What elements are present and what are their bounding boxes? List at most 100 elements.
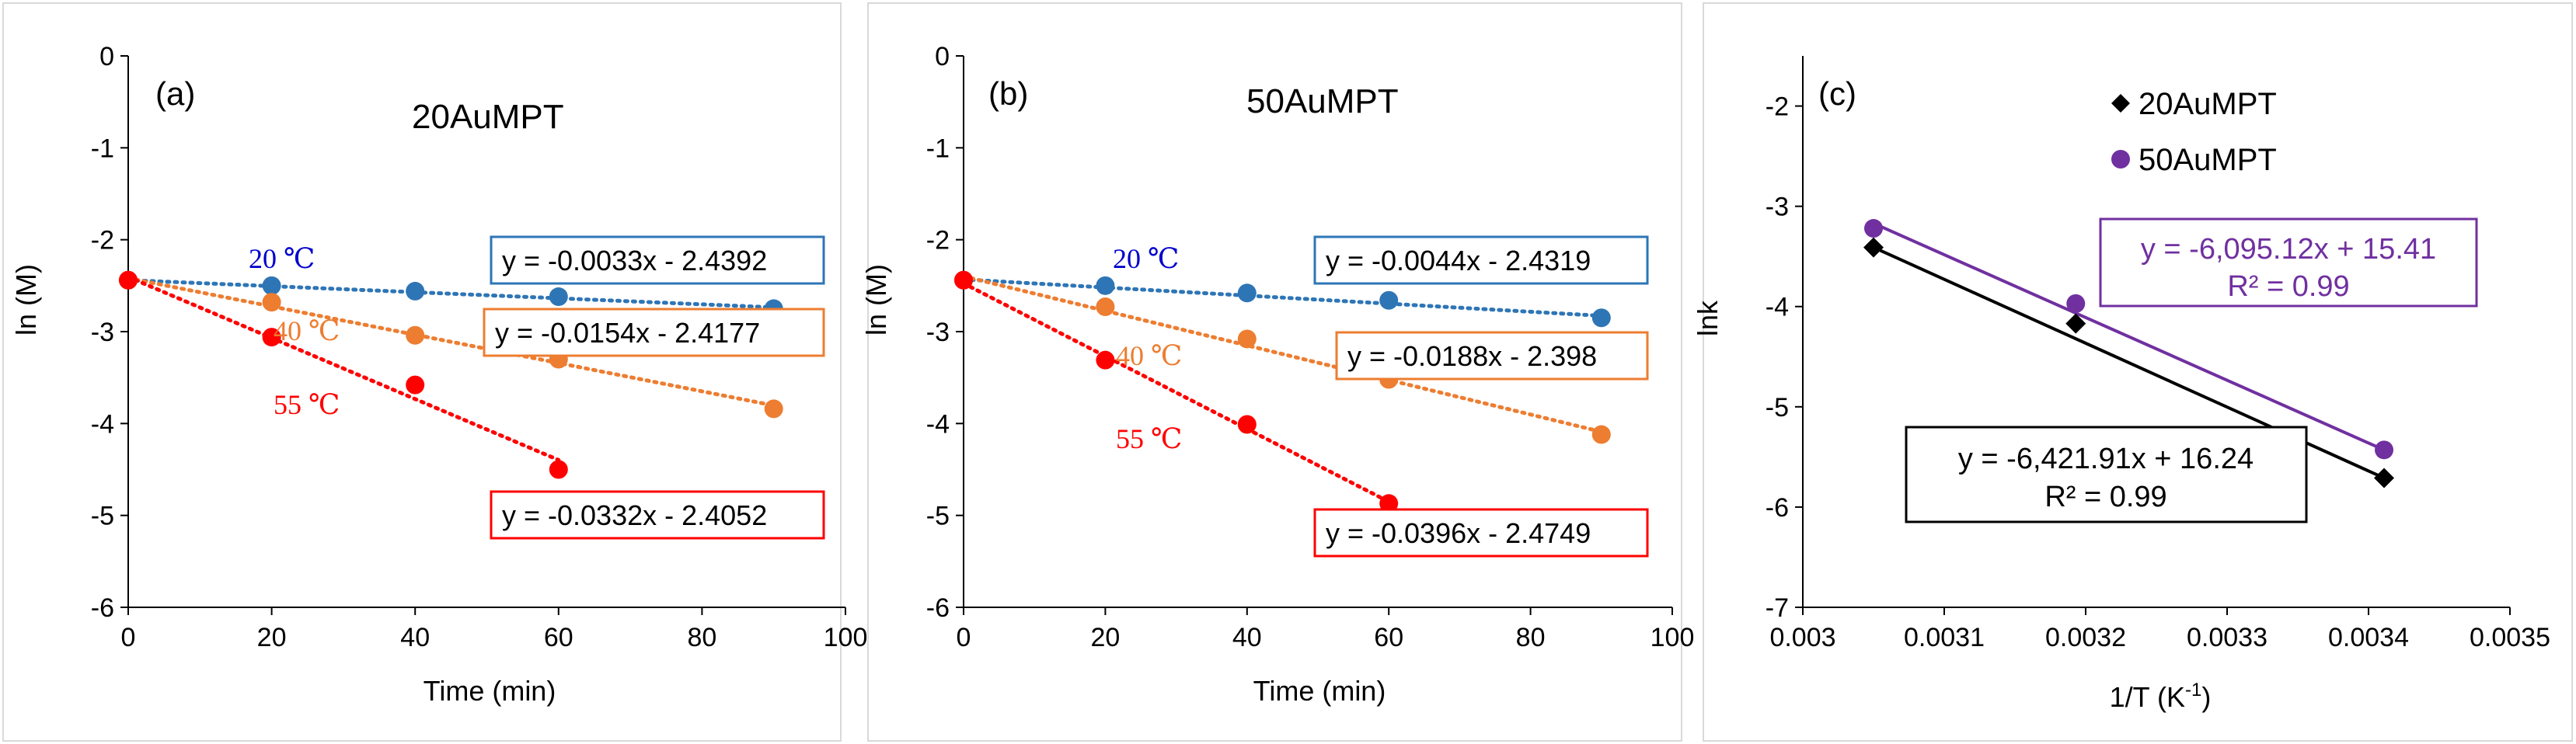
y-tick-label: -3 [91, 318, 114, 347]
x-tick-label: 0.0031 [1904, 623, 1985, 652]
data-point-55 [262, 328, 281, 347]
legend-marker-50aumpt [2111, 150, 2130, 169]
data-point-50aumpt [1864, 219, 1883, 238]
y-tick-label: 0 [99, 42, 114, 71]
y-tick-label: -3 [1766, 193, 1789, 222]
x-tick-label: 20 [1090, 623, 1120, 652]
equation-55c: y = -0.0396x - 2.4749 [1326, 517, 1591, 549]
equation-box-40c [483, 308, 825, 357]
equation-box-50aumpt [2099, 217, 2478, 308]
series-label-40c: 40 ℃ [1116, 340, 1182, 371]
data-point-40 [262, 293, 281, 312]
series-label-20c: 20 ℃ [1113, 243, 1179, 274]
data-point-55 [119, 270, 138, 290]
y-tick-label: -1 [926, 134, 950, 163]
x-axis-label-end: ) [2201, 681, 2211, 713]
series-label-20c: 20 ℃ [249, 243, 315, 274]
data-point-55 [954, 270, 973, 290]
x-axis-label-main: 1/T (K [2110, 681, 2185, 713]
y-axis-label: ln (M) [10, 264, 42, 335]
data-point-20 [549, 287, 568, 307]
data-point-20 [1096, 276, 1115, 295]
x-tick-label: 60 [1374, 623, 1403, 652]
x-tick-label: 100 [1651, 623, 1695, 652]
trendline-20 [961, 277, 1604, 318]
y-axis-label: ln (M) [860, 264, 892, 335]
data-point-50aumpt [2066, 294, 2086, 313]
series-label-55c: 55 ℃ [274, 389, 340, 420]
trendline-20 [126, 278, 776, 310]
equation-box-55c [1313, 508, 1649, 558]
equation-55c: y = -0.0332x - 2.4052 [502, 499, 767, 531]
equation-20c: y = -0.0044x - 2.4319 [1326, 245, 1591, 276]
x-tick-label: 0.0034 [2328, 623, 2409, 652]
y-tick-label: -4 [926, 409, 950, 439]
x-tick-label: 0.0032 [2045, 623, 2126, 652]
x-axis-label: Time (min) [424, 675, 556, 707]
equation-40c: y = -0.0188x - 2.398 [1347, 340, 1597, 372]
y-tick-label: -1 [91, 134, 114, 163]
equation-box-20aumpt [1905, 426, 2308, 523]
data-point-40 [406, 325, 425, 345]
y-tick-label: -2 [926, 226, 950, 256]
trendline-55 [126, 275, 561, 462]
trendline-40 [126, 276, 776, 408]
data-point-40 [1096, 297, 1115, 317]
chart-title: 50AuMPT [1246, 82, 1399, 120]
x-tick-label: 0.0033 [2187, 623, 2268, 652]
x-tick-label: 60 [544, 623, 573, 652]
data-point-20 [262, 276, 281, 295]
legend-marker-20aumpt [2111, 94, 2130, 113]
y-tick-label: -3 [926, 318, 950, 347]
y-axis-label: lnk [1692, 300, 1724, 336]
equation-box-55c [490, 490, 825, 540]
panel-b: 0-1-2-3-4-5-60 20 40 60 80 100 (b) 50AuMPT Ti… [860, 2, 1695, 742]
equation-box-40c [1335, 331, 1649, 381]
data-point-20 [406, 281, 425, 301]
data-point-40 [764, 399, 783, 419]
data-point-20 [1379, 290, 1399, 310]
x-tick-label: 0.0035 [2470, 623, 2550, 652]
panel-label: (c) [1818, 75, 1856, 112]
x-axis-label-sup: -1 [2185, 680, 2201, 701]
data-point-50aumpt [2375, 440, 2394, 460]
trendline-55 [961, 281, 1391, 504]
equation-40c: y = -0.0154x - 2.4177 [495, 317, 760, 349]
y-tick-label: -6 [1766, 493, 1789, 523]
legend-label-20aumpt: 20AuMPT [2139, 87, 2277, 121]
trendline-50aumpt [1873, 221, 2385, 452]
equation-50aumpt: y = -6,095.12x + 15.41 [2141, 233, 2436, 266]
panel-a: 0-1-2-3-4-5-60 20 40 60 80 100 (a) 20AuMPT Ti… [2, 2, 868, 742]
y-tick-label: -4 [91, 409, 114, 439]
y-tick-label: -6 [926, 593, 950, 623]
y-tick-label: -5 [91, 502, 114, 531]
x-tick-label: 40 [1232, 623, 1262, 652]
panel-label: (a) [155, 75, 195, 112]
trendline-40 [961, 274, 1604, 434]
series-label-55c: 55 ℃ [1116, 423, 1182, 454]
legend: 20AuMPT 50AuMPT [2111, 87, 2277, 177]
data-point-40 [1591, 425, 1611, 444]
r2-50aumpt: R² = 0.99 [2227, 270, 2349, 303]
data-point-20aumpt [1863, 237, 1884, 258]
x-tick-label: 80 [687, 623, 716, 652]
data-point-40 [1237, 329, 1257, 349]
data-point-20 [1591, 308, 1611, 328]
data-point-20aumpt [2065, 313, 2086, 334]
legend-label-50aumpt: 50AuMPT [2139, 143, 2277, 177]
x-tick-label: 20 [257, 623, 287, 652]
equation-box-20c [1313, 235, 1649, 285]
y-tick-label: -6 [91, 593, 114, 623]
y-tick-label: -5 [926, 502, 950, 531]
equation-20c: y = -0.0033x - 2.4392 [502, 245, 767, 276]
data-point-20aumpt [2374, 468, 2395, 488]
x-tick-label: 100 [824, 623, 868, 652]
equation-box-20c [490, 235, 825, 285]
y-tick-label: -7 [1766, 593, 1789, 623]
x-tick-label: 0 [121, 623, 136, 652]
x-tick-label: 0.003 [1769, 623, 1835, 652]
y-tick-label: -2 [91, 226, 114, 256]
panel-label: (b) [988, 75, 1028, 112]
x-tick-label: 80 [1516, 623, 1546, 652]
